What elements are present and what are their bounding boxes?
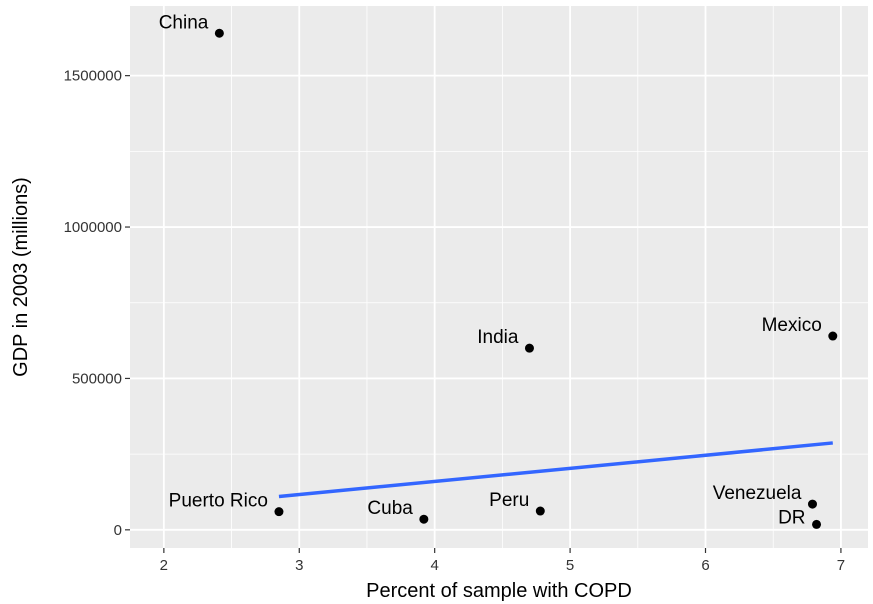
- x-tick-label: 3: [295, 557, 303, 574]
- data-point: [214, 28, 224, 38]
- x-tick-label: 6: [701, 557, 709, 574]
- point-label: Peru: [489, 490, 529, 511]
- data-point: [274, 507, 284, 517]
- x-tick-label: 5: [566, 557, 574, 574]
- point-labels-layer: China Puerto Rico Cuba India Peru Mexico Venez…: [159, 12, 822, 528]
- x-axis-ticks: 2 3 4 5 6 7: [160, 548, 845, 574]
- point-label: Cuba: [367, 498, 413, 519]
- data-point: [812, 519, 822, 529]
- trend-line-layer: [278, 441, 833, 499]
- y-tick-label: 1500000: [64, 68, 122, 85]
- point-label: DR: [778, 507, 805, 528]
- point-label: India: [477, 327, 519, 348]
- y-tick-label: 0: [114, 522, 122, 539]
- y-tick-label: 500000: [72, 370, 122, 387]
- data-point: [535, 506, 545, 516]
- data-points-layer: [214, 28, 838, 529]
- data-point: [807, 499, 817, 509]
- major-gridlines: [130, 6, 868, 548]
- trend-line: [278, 441, 833, 499]
- y-tick-label: 1000000: [64, 219, 122, 236]
- data-point: [828, 331, 838, 341]
- point-label: Puerto Rico: [169, 491, 268, 512]
- y-axis-title: GDP in 2003 (millions): [10, 177, 32, 377]
- y-axis-ticks: 0 500000 1000000 1500000: [64, 68, 130, 539]
- x-tick-label: 4: [431, 557, 439, 574]
- point-label: Mexico: [762, 315, 822, 336]
- data-point: [524, 343, 534, 353]
- x-tick-label: 7: [837, 557, 845, 574]
- point-label: Venezuela: [713, 483, 802, 504]
- x-tick-label: 2: [160, 557, 168, 574]
- plot-panel: [130, 6, 868, 548]
- data-point: [419, 514, 429, 524]
- point-label: China: [159, 12, 209, 33]
- minor-gridlines: [130, 6, 868, 548]
- x-axis-title: Percent of sample with COPD: [366, 580, 632, 602]
